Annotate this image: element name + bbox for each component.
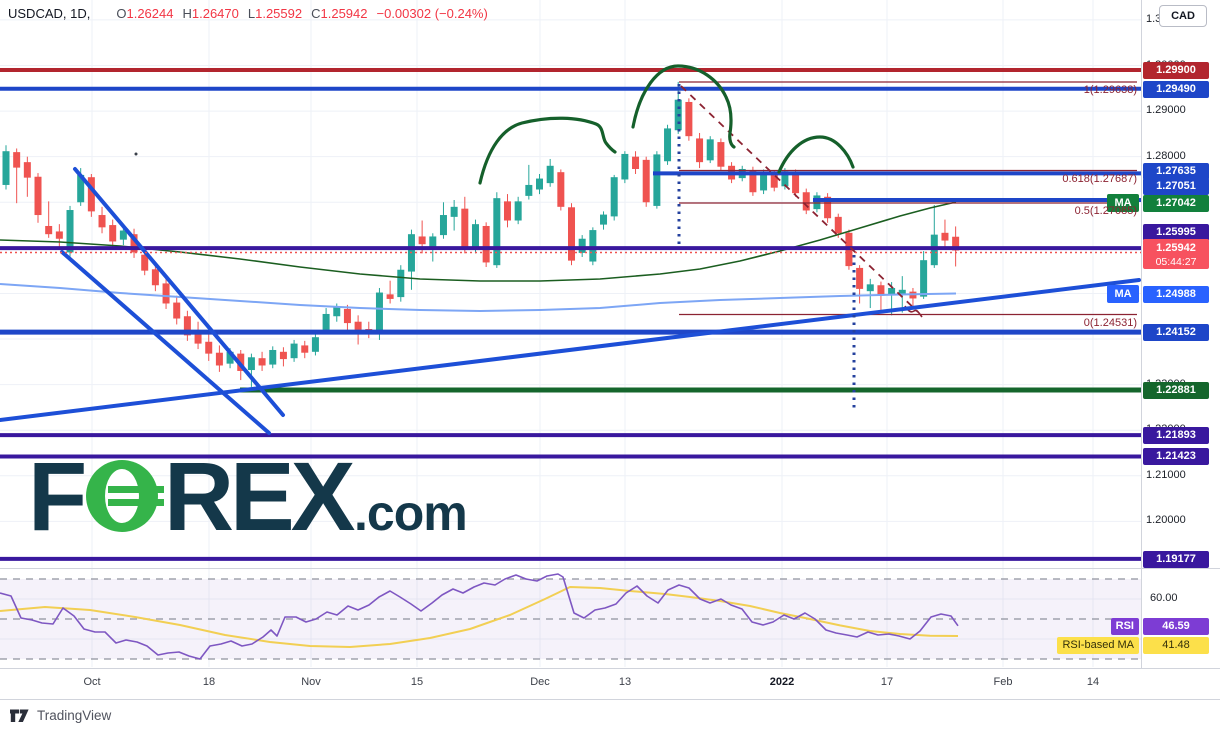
fib-level-label: 0.618(1.27687) [1062, 172, 1137, 185]
price-level-label: 1.29490 [1143, 80, 1209, 98]
price-axis-tick: 1.23000 [1146, 377, 1186, 390]
time-axis-tick[interactable]: 15 [410, 676, 424, 688]
price-level-label: 1.21893 [1143, 426, 1209, 444]
ma-blue-line [0, 283, 957, 312]
price-level-label: 1.22881 [1143, 381, 1209, 399]
time-axis-tick[interactable]: 2022 [769, 676, 795, 688]
fib-level-label: 1(1.29638) [1083, 84, 1137, 96]
ohlc-values: O1.26244 H1.26470 L1.25592 C1.25942 [116, 6, 376, 21]
price-axis-tick: 1.21000 [1146, 468, 1186, 481]
price-axis-border[interactable] [1141, 0, 1142, 668]
rsi-line [0, 573, 959, 660]
price-axis-tick: 1.29000 [1146, 104, 1186, 117]
price-axis-tick: 1.25000 [1146, 286, 1186, 299]
time-axis-tick[interactable]: Nov [301, 676, 321, 688]
price-axis-tick: 1.27000 [1146, 195, 1186, 208]
symbol-header[interactable]: USDCAD, 1D, O1.26244 H1.26470 L1.25592 C1.2… [8, 6, 488, 21]
rsi-axis-tick: 60.00 [1150, 592, 1178, 604]
candlesticks [2, 81, 960, 387]
forexcom-watermark: F REX .com [28, 448, 468, 548]
ma-blue-chip: MA [1107, 285, 1139, 303]
watermark-dot-com: .com [354, 485, 468, 541]
price-level-label: 1.19177 [1143, 550, 1209, 568]
horizontal-levels [0, 68, 1141, 561]
price-level-label: 1.25995 [1143, 223, 1209, 241]
price-axis-tick: 1.26000 [1146, 240, 1186, 253]
rsi-band [0, 579, 1141, 659]
dotted-vertical-lines [677, 84, 856, 412]
watermark-letters-rex: REX [164, 442, 355, 551]
grid [0, 0, 1141, 667]
tradingview-brand-text[interactable]: TradingView [37, 708, 112, 723]
fib-level-label: 0.5(1.27085) [1074, 205, 1137, 217]
price-level-label: 1.21423 [1143, 447, 1209, 465]
widget-bottom-border [0, 699, 1220, 700]
price-level-label: 1.27635 [1143, 162, 1209, 180]
ma-green-value: 1.27042 [1143, 194, 1209, 212]
fib-retracement [679, 81, 1137, 318]
price-axis-tick: 1.24000 [1146, 332, 1186, 345]
ohlc-field: C1.25942 [311, 6, 368, 21]
ohlc-field: H1.26470 [182, 6, 239, 21]
rsi-ma-value-label: 41.48 [1143, 636, 1209, 654]
drawing-dot [134, 152, 138, 156]
countdown-timer: 05:44:27 [1155, 256, 1197, 268]
time-axis-tick[interactable]: Feb [993, 676, 1013, 688]
price-axis-tick: 1.28000 [1146, 149, 1186, 162]
current-price-label: 1.25942 05:44:27 [1143, 239, 1209, 269]
price-axis-tick: 1.30000 [1146, 58, 1186, 71]
time-axis-tick[interactable]: 17 [880, 676, 894, 688]
time-axis-separator [0, 668, 1220, 669]
current-price-value: 1.25942 [1156, 242, 1196, 254]
time-axis-tick[interactable]: 13 [618, 676, 632, 688]
green-arc-annotations [478, 64, 855, 185]
time-axis-tick[interactable]: Oct [83, 676, 101, 688]
ma-green-line [0, 201, 957, 282]
ohlc-field: L1.25592 [247, 6, 303, 21]
rsi-indicator-chip[interactable]: RSI [1110, 617, 1139, 635]
price-level-label: 1.24152 [1143, 323, 1209, 341]
ohlc-field: O1.26244 [116, 6, 174, 21]
time-axis-tick[interactable]: 18 [202, 676, 216, 688]
price-level-label: 1.29900 [1143, 61, 1209, 79]
symbol-title[interactable]: USDCAD, 1D, [8, 6, 91, 21]
trend-lines [0, 167, 1141, 435]
tradingview-logo-icon[interactable] [10, 708, 29, 723]
rsi-ma-indicator-chip[interactable]: RSI-based MA [1057, 636, 1139, 654]
rsi-value-label: 46.59 [1143, 617, 1209, 635]
currency-cad-chip[interactable]: CAD [1159, 5, 1207, 27]
forexcom-logo-o-icon [86, 460, 164, 532]
watermark-letter-f: F [28, 442, 87, 551]
price-level-label: 1.27051 [1143, 177, 1209, 195]
footer: TradingView [10, 708, 111, 723]
ma-blue-value: 1.24988 [1143, 285, 1209, 303]
pane-separator[interactable] [0, 568, 1220, 569]
fib-level-label: 0(1.24531) [1083, 316, 1137, 329]
time-axis-tick[interactable]: Dec [530, 676, 550, 688]
change-value: −0.00302 (−0.24%) [376, 6, 488, 21]
ma-green-chip: MA [1107, 194, 1139, 212]
price-axis-tick: 1.20000 [1146, 514, 1186, 527]
time-axis-tick[interactable]: 14 [1086, 676, 1100, 688]
rsi-ma-line [0, 586, 959, 648]
price-axis-tick: 1.22000 [1146, 423, 1186, 436]
